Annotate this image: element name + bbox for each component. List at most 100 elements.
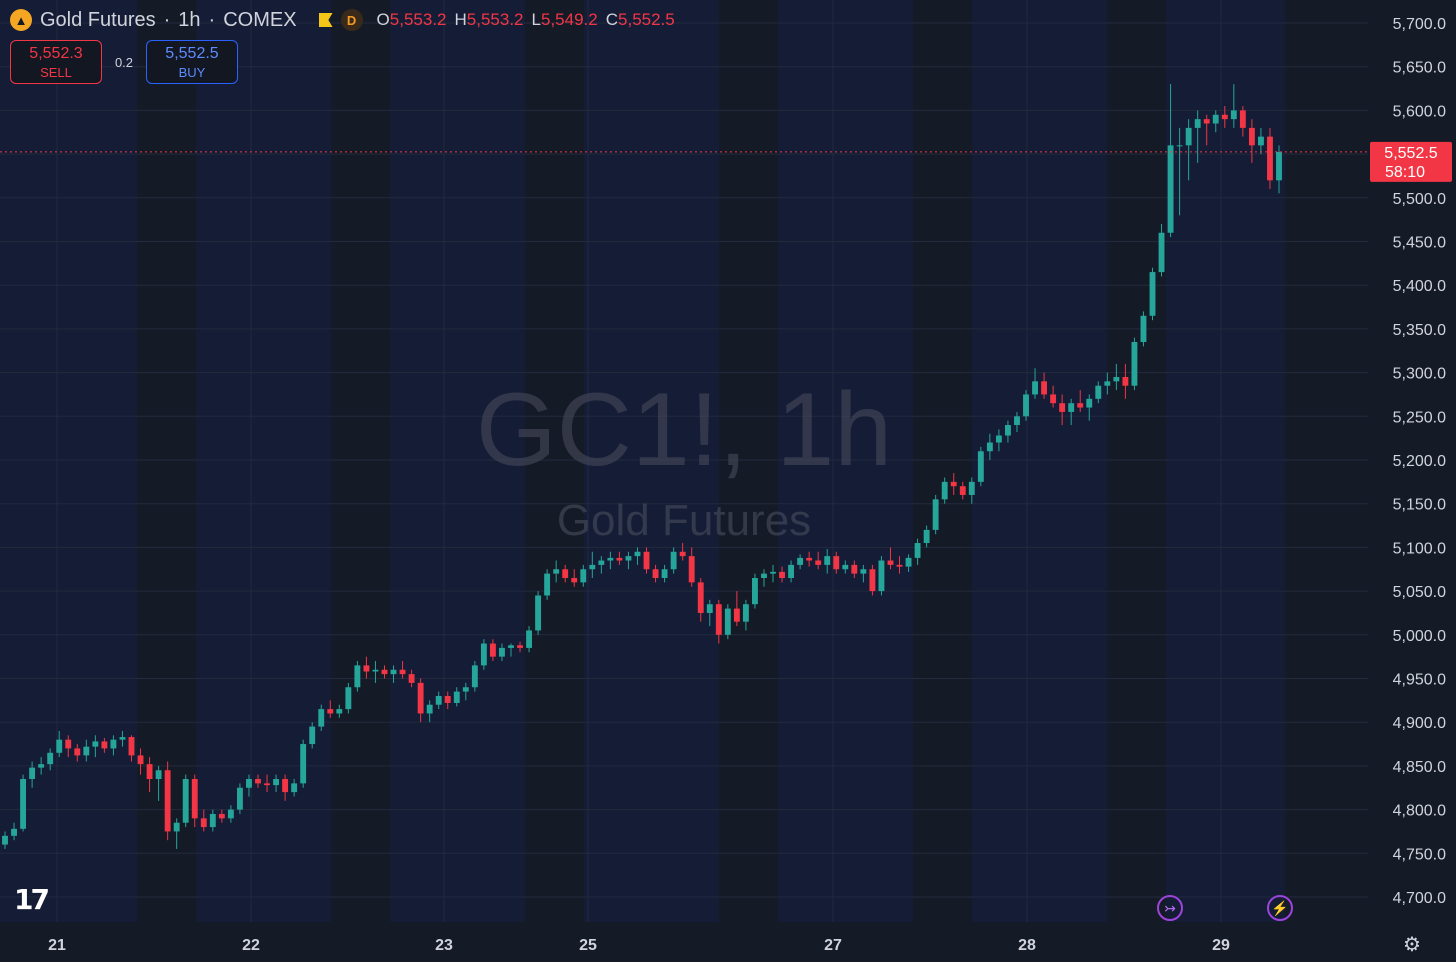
candle-body bbox=[1086, 398, 1093, 408]
candle-body bbox=[968, 481, 975, 495]
candle-body bbox=[815, 560, 822, 565]
candle bbox=[309, 722, 316, 749]
flag-icon[interactable] bbox=[318, 13, 333, 27]
sell-button[interactable]: 5,552.3 SELL bbox=[10, 40, 102, 84]
candle bbox=[724, 604, 731, 640]
candle bbox=[1140, 311, 1147, 347]
candle-body bbox=[544, 573, 551, 596]
candle-body bbox=[553, 569, 560, 574]
time-tick-label: 25 bbox=[579, 937, 597, 954]
time-axis[interactable]: 21 22 23 25 27 28 29 bbox=[48, 937, 1230, 954]
price-tick-label: 5,450.0 bbox=[1393, 235, 1446, 252]
candle-body bbox=[1276, 151, 1282, 181]
trade-panel: 5,552.3 SELL 0.2 5,552.5 BUY bbox=[10, 40, 238, 84]
candle-body bbox=[83, 746, 90, 756]
ohlc-high-value: 5,553.2 bbox=[466, 10, 524, 29]
candle-body bbox=[236, 787, 243, 810]
candle bbox=[471, 661, 478, 692]
candle-body bbox=[20, 779, 27, 829]
candle-body bbox=[65, 739, 72, 749]
symbol-header[interactable]: ▲ Gold Futures · 1h · COMEX D O5,553.2 H… bbox=[10, 6, 675, 34]
candle bbox=[453, 687, 460, 707]
candle bbox=[634, 547, 641, 565]
exchange-label: COMEX bbox=[223, 8, 297, 31]
candle bbox=[336, 704, 343, 718]
candle bbox=[282, 774, 289, 801]
candle bbox=[1267, 127, 1273, 190]
symbol-name[interactable]: Gold Futures bbox=[40, 8, 156, 31]
candle bbox=[182, 774, 189, 828]
candle bbox=[553, 560, 560, 583]
candle bbox=[616, 551, 623, 565]
settings-gear-icon[interactable]: ⚙ bbox=[1403, 933, 1421, 956]
candle bbox=[986, 433, 993, 460]
time-tick-label: 22 bbox=[242, 937, 260, 954]
price-tick-label: 5,250.0 bbox=[1393, 409, 1446, 426]
event-earnings-icon[interactable]: ↣ bbox=[1157, 895, 1183, 921]
candle-body bbox=[1068, 403, 1075, 412]
candle-body bbox=[200, 818, 207, 828]
candle-body bbox=[246, 779, 252, 788]
candle-body bbox=[1158, 232, 1165, 273]
candle-body bbox=[824, 556, 831, 565]
candle bbox=[878, 556, 885, 596]
candle-body bbox=[742, 604, 749, 622]
candle-body bbox=[1113, 376, 1120, 382]
event-lightning-icon[interactable]: ⚡ bbox=[1267, 895, 1293, 921]
candle bbox=[227, 805, 234, 823]
candle bbox=[65, 735, 72, 758]
bar-countdown: 58:10 bbox=[1385, 164, 1425, 181]
candle bbox=[1257, 127, 1264, 155]
candle-body bbox=[128, 737, 135, 756]
candle-body bbox=[2, 835, 8, 845]
candle-body bbox=[110, 739, 117, 749]
candle-body bbox=[345, 687, 352, 710]
candle-body bbox=[462, 687, 469, 692]
candle-body bbox=[661, 569, 668, 578]
candle-body bbox=[426, 704, 433, 714]
candle-body bbox=[300, 744, 307, 784]
candle bbox=[779, 566, 785, 583]
candle bbox=[1194, 110, 1201, 163]
candle bbox=[1276, 145, 1282, 194]
price-axis[interactable]: 4,700.0 4,750.0 4,800.0 4,850.0 4,900.0 4,950… bbox=[1393, 16, 1446, 907]
candle bbox=[1230, 84, 1237, 128]
candle bbox=[706, 599, 713, 627]
candle bbox=[1158, 224, 1165, 277]
candle-body bbox=[950, 481, 957, 487]
candle-body bbox=[119, 737, 126, 740]
candle-body bbox=[255, 779, 261, 784]
candle bbox=[1023, 390, 1029, 421]
candles bbox=[2, 84, 1282, 849]
candle-body bbox=[616, 557, 623, 561]
delay-badge-icon[interactable]: D bbox=[340, 9, 363, 31]
interval-label[interactable]: 1h bbox=[178, 8, 201, 31]
candle-body bbox=[417, 682, 424, 714]
candle-body bbox=[282, 779, 289, 793]
candle-body bbox=[146, 764, 153, 780]
candle bbox=[517, 641, 523, 653]
candle-body bbox=[1131, 342, 1138, 386]
candle-body bbox=[173, 822, 180, 832]
candle bbox=[995, 429, 1002, 452]
candle bbox=[589, 551, 596, 578]
candle-body bbox=[679, 551, 686, 557]
candle bbox=[417, 678, 424, 723]
candle bbox=[1131, 337, 1138, 391]
candle bbox=[354, 661, 361, 692]
candle bbox=[562, 564, 569, 583]
price-tick-label: 5,350.0 bbox=[1393, 322, 1446, 339]
candle bbox=[661, 564, 668, 583]
candle-body bbox=[291, 783, 298, 793]
header-separator-2: · bbox=[208, 8, 216, 31]
candle-body bbox=[227, 809, 234, 819]
candle bbox=[670, 547, 677, 574]
price-tick-label: 4,700.0 bbox=[1393, 890, 1446, 907]
candle-body bbox=[1041, 381, 1048, 395]
buy-button[interactable]: 5,552.5 BUY bbox=[146, 40, 238, 84]
ohlc-open-value: 5,553.2 bbox=[389, 10, 447, 29]
candle-body bbox=[706, 604, 713, 613]
candle-body bbox=[752, 577, 758, 605]
tradingview-logo-icon[interactable]: 17 bbox=[14, 883, 50, 916]
